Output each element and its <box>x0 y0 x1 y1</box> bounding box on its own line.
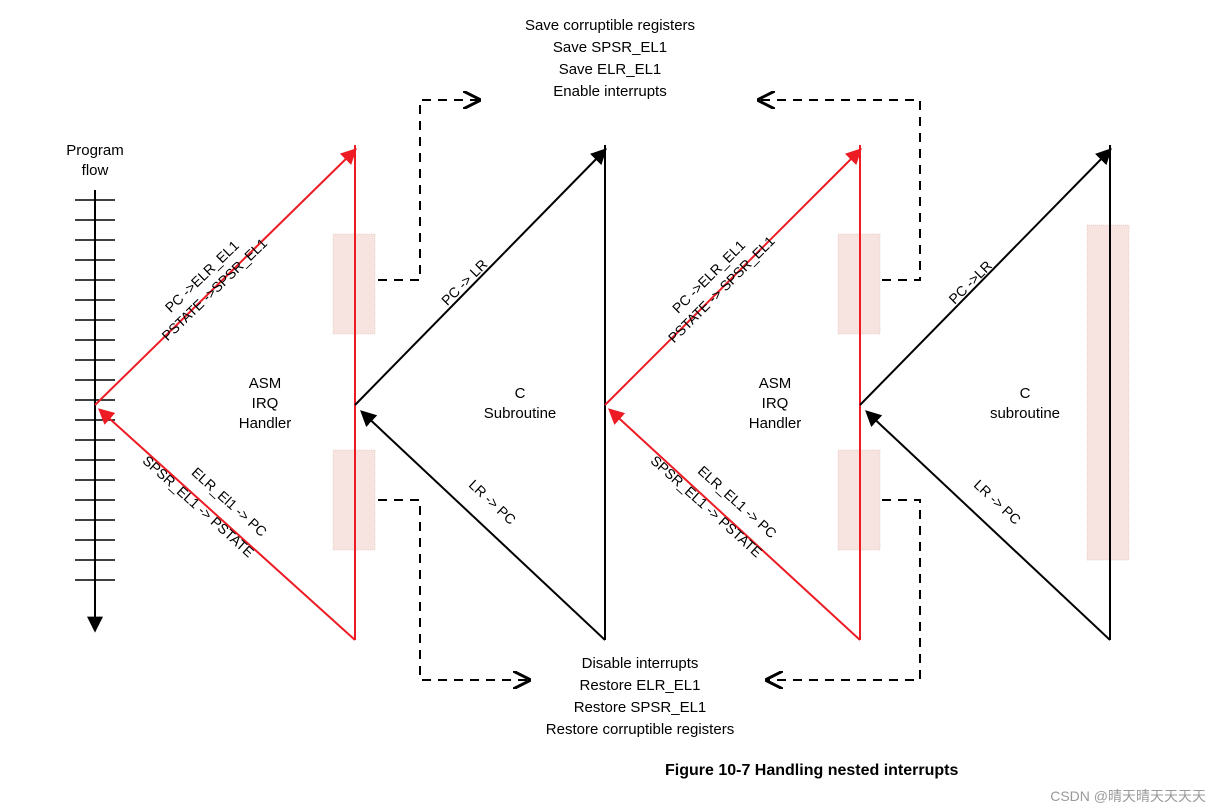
svg-text:Subroutine: Subroutine <box>484 405 557 422</box>
svg-text:IRQ: IRQ <box>762 395 789 412</box>
svg-text:PSTATE -> SPSR_EL1: PSTATE -> SPSR_EL1 <box>665 233 778 346</box>
top-text-2: Save SPSR_EL1 <box>553 39 667 56</box>
dashed-bot-left <box>378 500 528 680</box>
edge-label-c2-up: PC ->LR <box>945 257 995 307</box>
bottom-text-2: Restore ELR_EL1 <box>580 677 701 694</box>
svg-text:ASM: ASM <box>249 375 282 392</box>
svg-text:PSTATE ->SPSR_EL1: PSTATE ->SPSR_EL1 <box>158 235 270 344</box>
edge-label-irq1-down: ELR_El1 -> PC SPSR_EL1 -> PSTATE <box>140 434 274 560</box>
svg-text:ASM: ASM <box>759 375 792 392</box>
top-text-block: Save corruptible registers Save SPSR_EL1… <box>525 17 695 100</box>
top-text-1: Save corruptible registers <box>525 17 695 34</box>
svg-text:PC -> LR: PC -> LR <box>438 256 490 308</box>
svg-text:C: C <box>1020 385 1031 402</box>
watermark: CSDN @晴天晴天天天天 <box>1050 786 1206 806</box>
edge-label-irq1-up: PC ->ELR_EL1 PSTATE ->SPSR_EL1 <box>146 222 270 344</box>
svg-text:LR -> PC: LR -> PC <box>466 476 519 527</box>
edge-label-c2-down: LR -> PC <box>971 476 1024 527</box>
svg-text:IRQ: IRQ <box>252 395 279 412</box>
svg-text:PC ->LR: PC ->LR <box>945 257 995 307</box>
figure-caption: Figure 10-7 Handling nested interrupts <box>665 762 958 779</box>
edge-label-c1-down: LR -> PC <box>466 476 519 527</box>
edge-label-irq2-down: ELR_EL1 -> PC SPSR_EL1 -> PSTATE <box>648 434 782 560</box>
bottom-text-3: Restore SPSR_EL1 <box>574 699 707 716</box>
irq2-path <box>605 145 860 640</box>
flow-label-1: Program <box>66 142 124 159</box>
c2-label: C subroutine <box>990 385 1060 422</box>
top-text-3: Save ELR_EL1 <box>559 61 662 78</box>
irq1-path <box>95 145 355 640</box>
c2-body-shade <box>1087 225 1129 560</box>
bottom-text-1: Disable interrupts <box>582 655 699 672</box>
edge-label-irq2-up: PC ->ELR_EL1 PSTATE -> SPSR_EL1 <box>652 220 778 346</box>
top-text-4: Enable interrupts <box>553 83 666 100</box>
svg-text:LR -> PC: LR -> PC <box>971 476 1024 527</box>
asm1-label: ASM IRQ Handler <box>239 375 292 432</box>
c2-path <box>860 145 1110 640</box>
asm2-label: ASM IRQ Handler <box>749 375 802 432</box>
bottom-text-4: Restore corruptible registers <box>546 721 734 738</box>
svg-text:Handler: Handler <box>239 415 292 432</box>
svg-text:Handler: Handler <box>749 415 802 432</box>
edge-label-c1-up: PC -> LR <box>438 256 490 308</box>
c1-label: C Subroutine <box>484 385 557 422</box>
svg-text:subroutine: subroutine <box>990 405 1060 422</box>
flow-label-2: flow <box>82 162 109 179</box>
bottom-text-block: Disable interrupts Restore ELR_EL1 Resto… <box>546 655 734 738</box>
dashed-top-left <box>378 100 478 280</box>
svg-text:C: C <box>515 385 526 402</box>
c1-path <box>355 145 605 640</box>
nested-interrupts-diagram: Program flow <box>0 0 1220 812</box>
